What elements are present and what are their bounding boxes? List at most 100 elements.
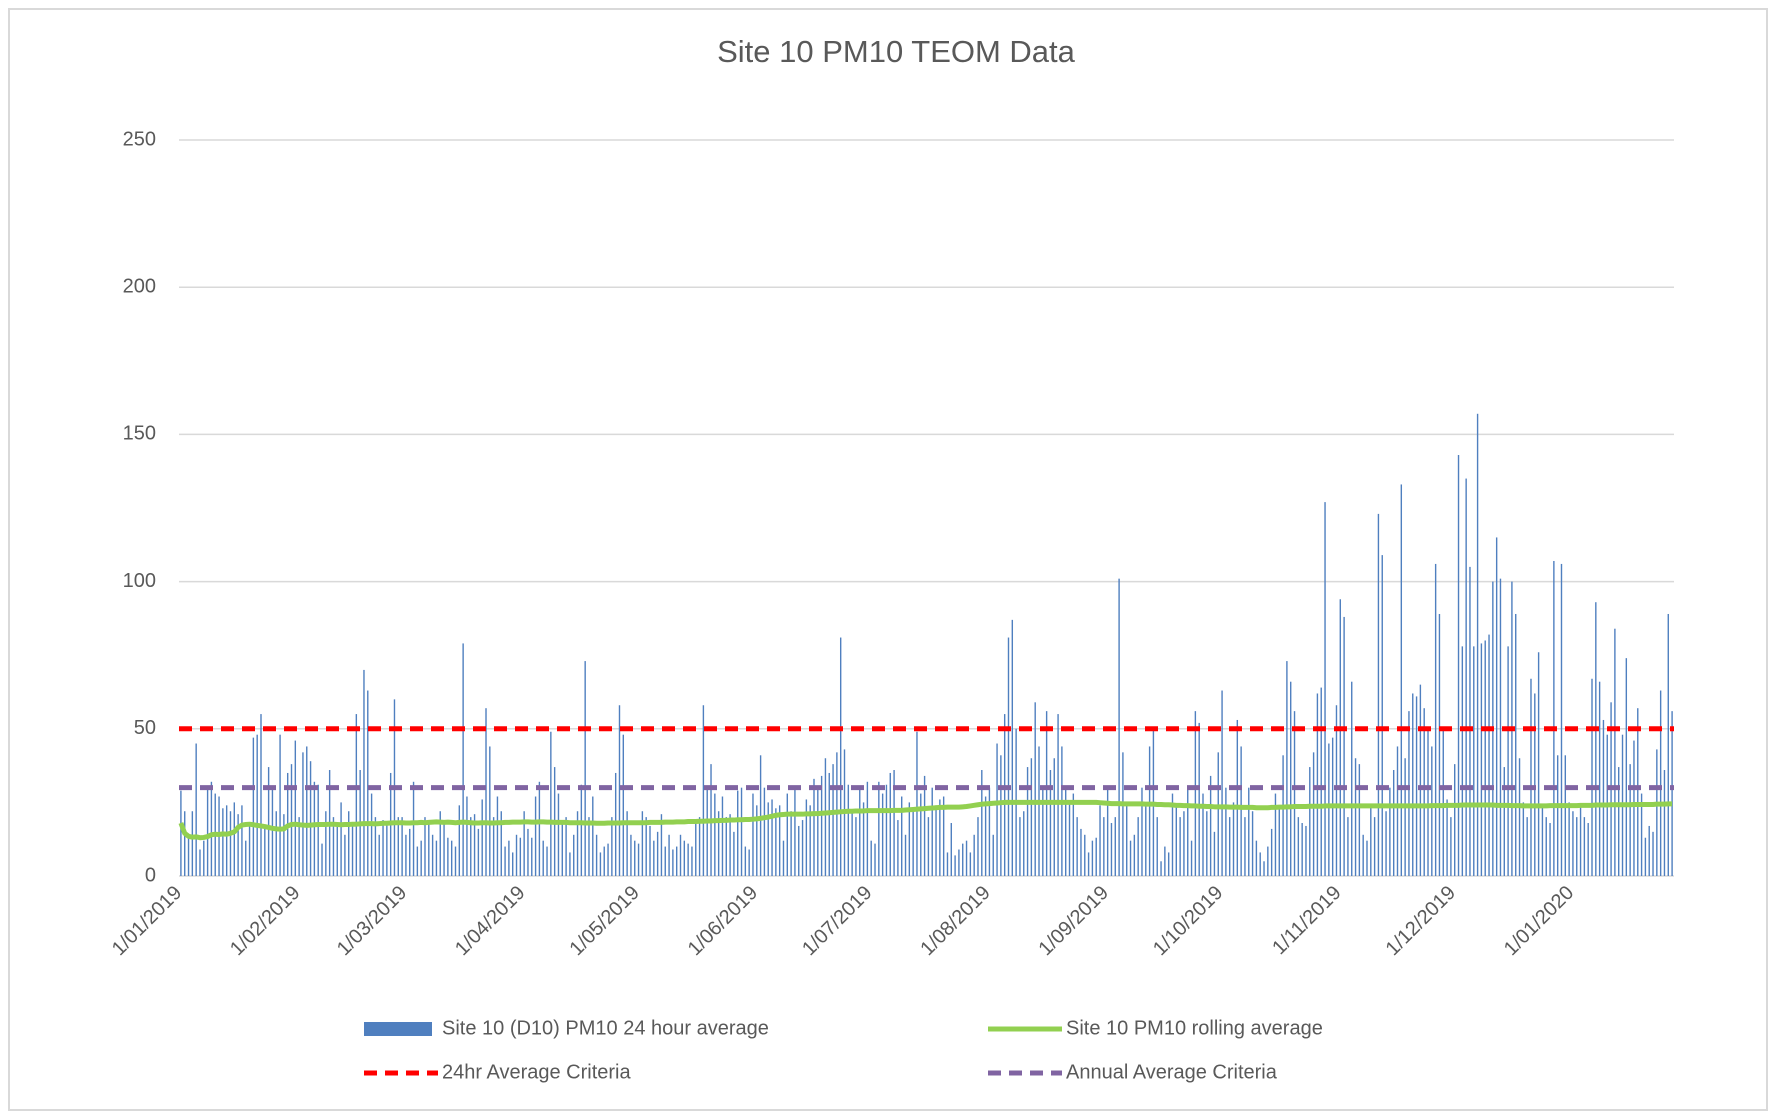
bar [1248, 787, 1250, 876]
bar [1328, 743, 1330, 876]
bar [973, 834, 975, 876]
bar [1507, 646, 1509, 876]
bar [519, 837, 522, 876]
bar [958, 849, 960, 876]
bar [721, 796, 724, 876]
bar [245, 840, 247, 876]
bar [695, 820, 697, 876]
bar [1213, 831, 1216, 876]
bar [1091, 840, 1094, 876]
bar [1396, 746, 1399, 876]
bar [626, 811, 628, 876]
bar [839, 637, 842, 876]
bar [439, 811, 441, 876]
bar [386, 823, 388, 876]
bar [1068, 802, 1071, 876]
bar [595, 834, 598, 876]
bar [378, 834, 380, 876]
bar [1522, 802, 1525, 876]
bar [1263, 861, 1265, 876]
bar [580, 784, 583, 876]
bar [599, 852, 602, 876]
bar [1431, 746, 1433, 876]
bar [195, 743, 197, 876]
bar [1572, 811, 1574, 876]
bar [1408, 711, 1410, 876]
bar [706, 787, 708, 876]
bar [1095, 837, 1097, 876]
bar [942, 796, 945, 876]
bar [984, 796, 987, 876]
bar [759, 755, 762, 876]
bar [1118, 578, 1120, 876]
bar [492, 817, 495, 876]
bar [576, 811, 579, 876]
bar [561, 823, 563, 876]
bar [1061, 746, 1063, 876]
bar [332, 817, 335, 876]
bar [1366, 840, 1368, 876]
bar [1312, 752, 1315, 876]
bar [1305, 825, 1307, 876]
bar [500, 811, 502, 876]
bar [660, 814, 663, 876]
bar [1625, 658, 1628, 876]
bar [1080, 828, 1082, 876]
bar [1667, 613, 1669, 876]
bar [1404, 758, 1406, 876]
bar [1537, 652, 1540, 876]
bar [454, 846, 457, 876]
bar [1450, 817, 1452, 876]
bar [653, 840, 655, 876]
bar [374, 817, 377, 876]
bar [969, 852, 972, 876]
bar [1438, 613, 1441, 876]
bar [523, 811, 525, 876]
bar [1495, 537, 1498, 876]
bar [977, 817, 979, 876]
bar [1114, 817, 1116, 876]
bar [862, 802, 865, 876]
bar [729, 814, 731, 876]
bar [1488, 634, 1490, 876]
bar [1335, 705, 1338, 876]
bar [1164, 846, 1166, 876]
bar [1244, 817, 1246, 876]
bar [1351, 681, 1353, 876]
bar [1228, 817, 1231, 876]
bar [1530, 678, 1532, 876]
bar [302, 752, 304, 876]
bar [874, 843, 876, 876]
bar [832, 764, 834, 876]
bar [1640, 793, 1643, 876]
bar [1400, 484, 1403, 876]
bar [1259, 852, 1261, 876]
bar [1526, 817, 1528, 876]
bar [904, 834, 907, 876]
bar [1373, 817, 1376, 876]
bar [717, 811, 720, 876]
bar [1595, 602, 1597, 876]
bar [923, 775, 926, 876]
bar [645, 817, 647, 876]
bar [542, 840, 544, 876]
bar [367, 690, 369, 876]
bar [237, 814, 239, 876]
bar [1362, 834, 1364, 876]
bar [550, 731, 552, 876]
bar [1652, 831, 1654, 876]
bar [485, 708, 487, 876]
bar [1137, 817, 1139, 876]
bar [744, 846, 747, 876]
bar [649, 825, 651, 876]
bar [248, 823, 251, 876]
bar [1415, 696, 1418, 876]
bar [225, 805, 228, 876]
y-tick-label: 50 [134, 717, 156, 739]
bar [912, 808, 914, 876]
bar [1446, 799, 1448, 876]
bar [752, 793, 754, 876]
bar [881, 793, 884, 876]
bar [641, 811, 644, 876]
bar [1614, 628, 1616, 876]
